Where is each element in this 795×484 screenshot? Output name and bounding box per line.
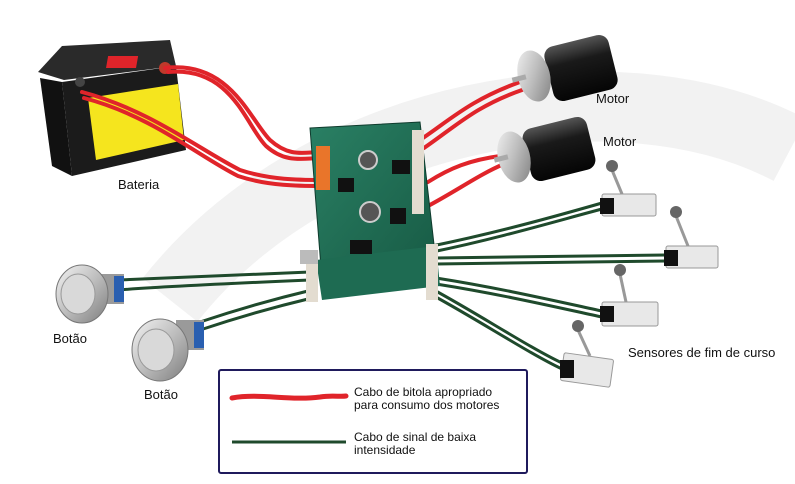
push-button-2-connector [194, 322, 204, 348]
board-power-terminal [316, 146, 330, 190]
limit-switch-4 [560, 320, 614, 388]
board-capacitor-1 [358, 150, 378, 170]
signal-cable-sensor-1-a [431, 201, 603, 248]
limit-switch-4-lever [576, 329, 592, 357]
legend-power-line-2: para consumo dos motores [354, 398, 500, 412]
legend-signal-line-1: Cabo de sinal de baixa [354, 430, 477, 444]
signal-cable-sensor-4-b [433, 294, 563, 371]
signal-cable-button-2-b [199, 296, 313, 332]
limit-switch-2 [664, 206, 719, 269]
legend-swatches [229, 393, 349, 444]
label-battery: Bateria [118, 177, 160, 192]
limit-switch-1-roller [606, 160, 618, 172]
push-button-1 [55, 264, 124, 324]
limit-switch-1 [600, 160, 657, 217]
power-cable-motor-2-b [426, 162, 506, 208]
label-button-1: Botão [53, 331, 87, 346]
board-motor-terminal [412, 130, 424, 214]
signal-cable-sensor-2-a [435, 253, 667, 260]
limit-switch-3-cap [600, 306, 614, 322]
push-button-1-cap [60, 273, 96, 315]
board-chip-1 [338, 178, 354, 192]
battery-terminal-negative [75, 77, 85, 87]
board-chip-3 [390, 208, 406, 224]
power-cables [80, 65, 524, 208]
motor-1-shaft [511, 74, 527, 83]
controller-board [300, 121, 440, 302]
power-cable-motor-1-a [418, 80, 522, 142]
legend: Cabo de bitola apropriado para consumo d… [218, 369, 528, 474]
battery-front [40, 78, 72, 176]
push-button-1-connector [114, 276, 124, 302]
signal-cable-sensor-2-b [435, 259, 667, 266]
limit-switch-2-roller [670, 206, 682, 218]
signal-cable-button-1-b [117, 278, 311, 292]
motor-1-body [544, 34, 618, 102]
signal-cable-sensor-3-a [435, 276, 603, 313]
board-signal-terminal-right [426, 244, 438, 300]
motor-1-faceplate [517, 50, 551, 102]
label-limit-sensors: Sensores de fim de curso [628, 345, 776, 360]
legend-signal-text: Cabo de sinal de baixa intensidade [354, 431, 524, 457]
legend-power-text: Cabo de bitola apropriado para consumo d… [354, 386, 524, 412]
limit-switch-4-roller [572, 320, 584, 332]
label-button-2: Botão [144, 387, 178, 402]
power-cable-motor-2-a [426, 154, 502, 184]
push-button-2 [131, 318, 204, 382]
board-signal-terminal-left [306, 262, 318, 302]
motor-2-shaft [493, 154, 509, 163]
limit-switch-3 [600, 264, 659, 327]
limit-switch-2-lever [674, 215, 690, 247]
legend-power-line-1: Cabo de bitola apropriado [354, 385, 493, 399]
label-motor-2: Motor [603, 134, 637, 149]
power-cable-battery-positive [163, 65, 322, 155]
push-button-2-cap [137, 328, 175, 372]
signal-cable-sensor-4-a [433, 288, 563, 365]
battery-top [38, 40, 176, 80]
signal-cable-sensor-1-b [431, 207, 603, 254]
limit-switch-3-lever [618, 273, 628, 303]
motor-2 [493, 116, 596, 183]
power-cable-battery-positive-b [166, 69, 324, 161]
limit-switch-1-lever [610, 169, 624, 195]
background-swoosh [142, 71, 795, 322]
power-cable-battery-negative-b [82, 96, 324, 188]
motor-2-faceplate [497, 131, 531, 183]
board-lower-pcb [316, 246, 440, 300]
board-chip-4 [350, 240, 372, 254]
limit-switch-3-roller [614, 264, 626, 276]
battery-red-sticker [106, 56, 139, 68]
motor-1 [511, 34, 618, 102]
board-chip-2 [392, 160, 410, 174]
signal-cable-button-1-a [117, 270, 311, 282]
signal-cable-button-2-a [199, 288, 313, 324]
signal-cables [117, 201, 667, 371]
signal-cable-sensor-3-b [435, 282, 603, 319]
limit-switch-2-cap [664, 250, 678, 266]
motor-2-body [522, 116, 596, 182]
limit-switch-1-cap [600, 198, 614, 214]
board-capacitor-2 [359, 201, 381, 223]
limit-switch-4-cap [560, 360, 574, 378]
power-cable-battery-negative [80, 90, 324, 182]
legend-signal-line-2: intensidade [354, 443, 416, 457]
legend-power-swatch [229, 393, 349, 401]
board-usb-port [300, 250, 318, 264]
label-motor-1: Motor [596, 91, 630, 106]
power-cable-motor-1-b [422, 88, 524, 150]
